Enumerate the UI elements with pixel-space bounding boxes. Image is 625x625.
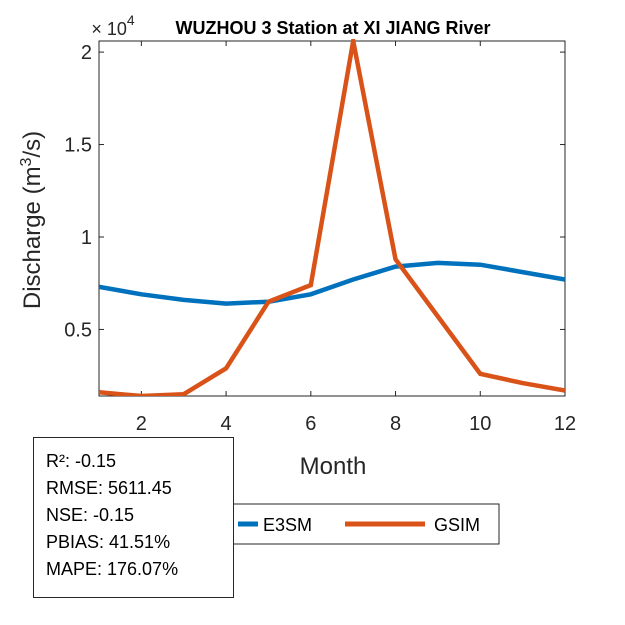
stat-nse: NSE: -0.15 [46, 505, 135, 525]
series-line-gsim [99, 39, 565, 396]
axes-box [98, 40, 566, 397]
chart-title: WUZHOU 3 Station at XI JIANG River [175, 18, 490, 38]
x-tick-label: 2 [136, 413, 147, 435]
x-tick-label: 6 [305, 413, 316, 435]
series-line-e3sm [99, 260, 565, 306]
y-multiplier: × 104 [91, 12, 135, 39]
x-tick-label: 8 [390, 413, 401, 435]
stat-rmse: RMSE: 5611.45 [46, 478, 172, 498]
y-tick-label: 2 [81, 42, 92, 64]
x-tick-label: 4 [221, 413, 232, 435]
legend: E3SM GSIM [229, 503, 500, 545]
plot-area: 2 4 6 8 10 12 0.5 1 1.5 2 [64, 39, 576, 435]
legend-label-gsim: GSIM [434, 515, 480, 535]
y-tick-label: 1.5 [64, 135, 92, 157]
x-axis-label: Month [300, 453, 367, 480]
stat-r2: R²: -0.15 [46, 451, 117, 471]
stat-pbias: PBIAS: 41.51% [46, 532, 171, 552]
stat-mape: MAPE: 176.07% [46, 559, 179, 579]
x-tick-label: 12 [554, 413, 576, 435]
y-tick-label: 0.5 [64, 319, 92, 341]
x-tick-label: 10 [469, 413, 491, 435]
y-axis-label: Discharge (m3/s) [18, 131, 46, 309]
stats-box: R²: -0.15 RMSE: 5611.45 NSE: -0.15 PBIAS… [33, 437, 234, 598]
legend-label-e3sm: E3SM [263, 515, 312, 535]
y-tick-label: 1 [81, 227, 92, 249]
